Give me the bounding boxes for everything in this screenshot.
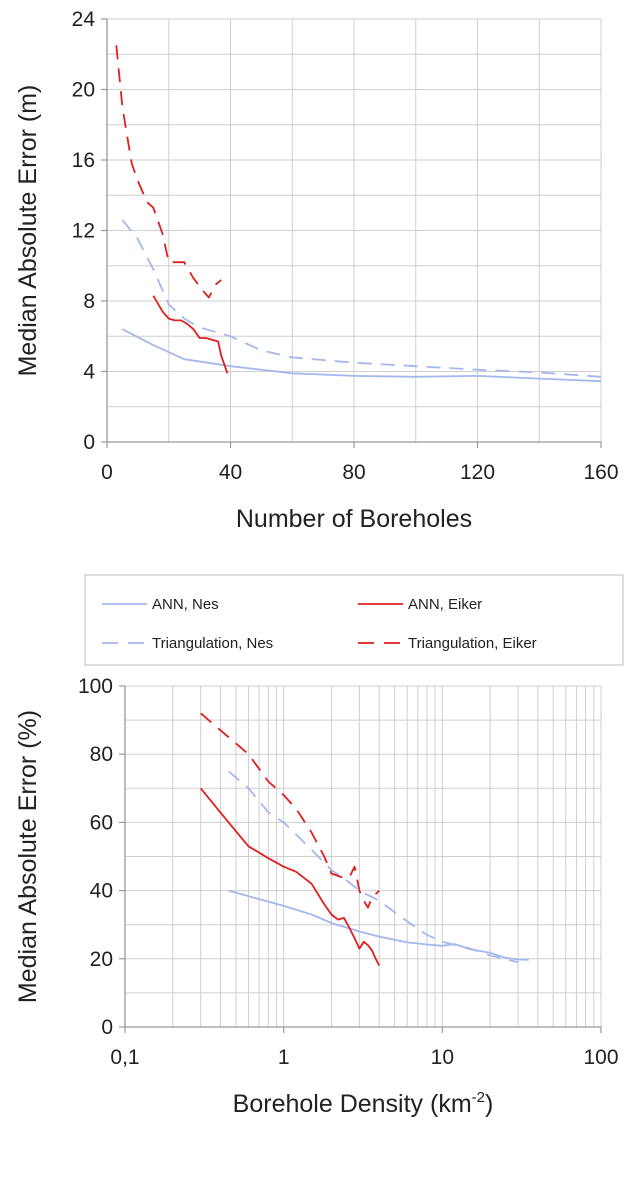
x-tick-label: 40 <box>219 461 242 484</box>
x-axis-label: Borehole Density (km-2) <box>233 1089 494 1118</box>
chart-boreholes: 0 4 8 12 16 20 24 0 40 80 120 160 Number of Borehole… <box>14 8 619 533</box>
x-tick-label: 0,1 <box>110 1046 139 1069</box>
y-tick-label: 0 <box>101 1016 113 1039</box>
y-tick-label: 80 <box>90 743 113 766</box>
y-axis-label: Median Absolute Error (%) <box>14 710 42 1003</box>
series-line-ann_nes <box>228 889 529 961</box>
legend-label-tri_nes: Triangulation, Nes <box>152 635 273 652</box>
legend-box <box>84 574 624 666</box>
y-tick-label: 4 <box>83 361 95 384</box>
legend: ANN, Nes ANN, Eiker Triangulation, Nes Tria… <box>84 574 624 666</box>
y-axis-label: Median Absolute Error (m) <box>14 85 42 377</box>
x-tick-label: 80 <box>342 461 365 484</box>
y-tick-label: 20 <box>90 948 113 971</box>
y-tick-label: 40 <box>90 880 113 903</box>
x-axis-label-text: Borehole Density (km <box>233 1090 472 1118</box>
y-tick-label: 20 <box>72 79 95 102</box>
series-line-tri_eiker <box>200 712 380 909</box>
legend-label-ann_eiker: ANN, Eiker <box>408 596 482 613</box>
x-axis-label: Number of Boreholes <box>236 505 472 533</box>
y-tick-label: 60 <box>90 811 113 834</box>
y-tick-label: 24 <box>72 8 96 31</box>
x-axis-label-superscript: -2 <box>472 1089 485 1106</box>
series-line-ann_nes <box>121 328 602 383</box>
x-tick-label: 100 <box>583 1046 618 1069</box>
y-tick-label: 16 <box>72 149 95 172</box>
y-tick-label: 0 <box>83 431 95 454</box>
x-axis-label-text: Number of Boreholes <box>236 505 472 533</box>
y-tick-label: 8 <box>83 290 95 313</box>
x-tick-label: 1 <box>278 1046 290 1069</box>
legend-label-tri_eiker: Triangulation, Eiker <box>408 635 537 652</box>
series-line-ann_eiker <box>152 295 229 374</box>
x-tick-label: 120 <box>460 461 495 484</box>
x-tick-label: 10 <box>431 1046 454 1069</box>
x-axis-label-close: ) <box>485 1090 493 1118</box>
x-tick-label: 160 <box>583 461 618 484</box>
series-line-tri_nes <box>228 770 519 964</box>
series-line-tri_eiker <box>115 45 222 299</box>
series-line-tri_nes <box>121 219 602 378</box>
y-tick-label: 100 <box>78 675 113 698</box>
series-line-ann_eiker <box>200 787 381 967</box>
y-tick-label: 12 <box>72 220 95 243</box>
x-tick-label: 0 <box>101 461 113 484</box>
chart-density: 0 20 40 60 80 100 0,1 1 10 100 Borehole Density (k… <box>14 675 619 1118</box>
legend-label-ann_nes: ANN, Nes <box>152 596 219 613</box>
